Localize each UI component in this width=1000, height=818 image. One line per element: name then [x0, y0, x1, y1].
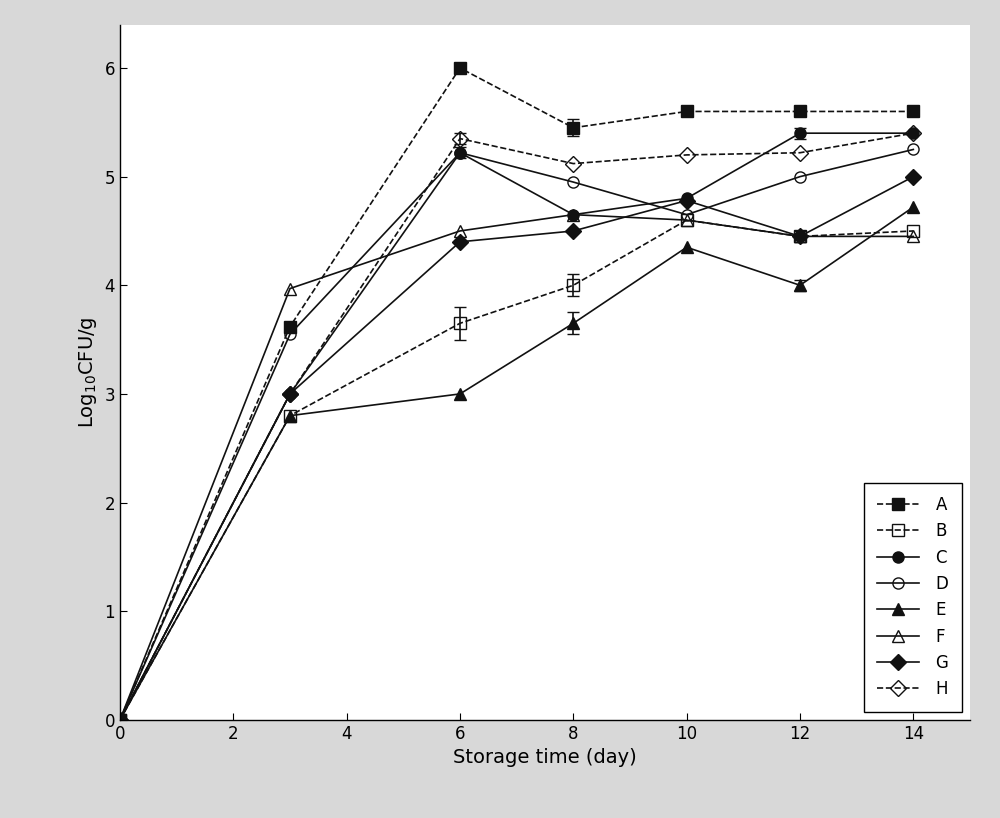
B: [284, 411, 296, 420]
E: [567, 318, 579, 328]
C: [454, 148, 466, 158]
E: [794, 281, 806, 290]
C: [284, 389, 296, 399]
F: [907, 231, 919, 241]
Line: C: C: [114, 128, 919, 726]
G: [681, 196, 693, 205]
H: [284, 389, 296, 399]
Line: H: H: [114, 128, 919, 726]
B: [907, 226, 919, 236]
C: [907, 128, 919, 138]
H: [454, 133, 466, 143]
D: [284, 330, 296, 339]
Y-axis label: Log$_{10}$CFU/g: Log$_{10}$CFU/g: [77, 317, 99, 428]
H: [794, 148, 806, 158]
Line: D: D: [114, 144, 919, 726]
X-axis label: Storage time (day): Storage time (day): [453, 748, 637, 767]
B: [454, 318, 466, 328]
F: [454, 226, 466, 236]
Line: E: E: [114, 201, 919, 726]
B: [681, 215, 693, 225]
B: [567, 281, 579, 290]
G: [284, 389, 296, 399]
Line: F: F: [114, 209, 919, 726]
A: [907, 106, 919, 116]
Line: G: G: [114, 171, 919, 726]
D: [907, 145, 919, 155]
C: [794, 128, 806, 138]
B: [114, 715, 126, 725]
F: [284, 284, 296, 294]
A: [681, 106, 693, 116]
C: [681, 194, 693, 204]
Line: B: B: [114, 214, 919, 726]
E: [284, 411, 296, 420]
A: [114, 715, 126, 725]
F: [114, 715, 126, 725]
G: [114, 715, 126, 725]
E: [114, 715, 126, 725]
G: [907, 172, 919, 182]
E: [907, 202, 919, 212]
H: [681, 150, 693, 160]
H: [567, 159, 579, 169]
D: [454, 148, 466, 158]
H: [114, 715, 126, 725]
E: [681, 242, 693, 252]
E: [454, 389, 466, 399]
D: [794, 172, 806, 182]
D: [567, 178, 579, 187]
A: [454, 63, 466, 73]
Line: A: A: [114, 62, 919, 726]
A: [284, 321, 296, 331]
A: [794, 106, 806, 116]
A: [567, 123, 579, 133]
C: [114, 715, 126, 725]
H: [907, 128, 919, 138]
D: [681, 209, 693, 219]
Legend: A, B, C, D, E, F, G, H: A, B, C, D, E, F, G, H: [864, 483, 962, 712]
G: [794, 231, 806, 241]
G: [567, 226, 579, 236]
F: [567, 209, 579, 219]
G: [454, 237, 466, 247]
F: [681, 215, 693, 225]
D: [114, 715, 126, 725]
C: [567, 209, 579, 219]
F: [794, 231, 806, 241]
B: [794, 231, 806, 241]
